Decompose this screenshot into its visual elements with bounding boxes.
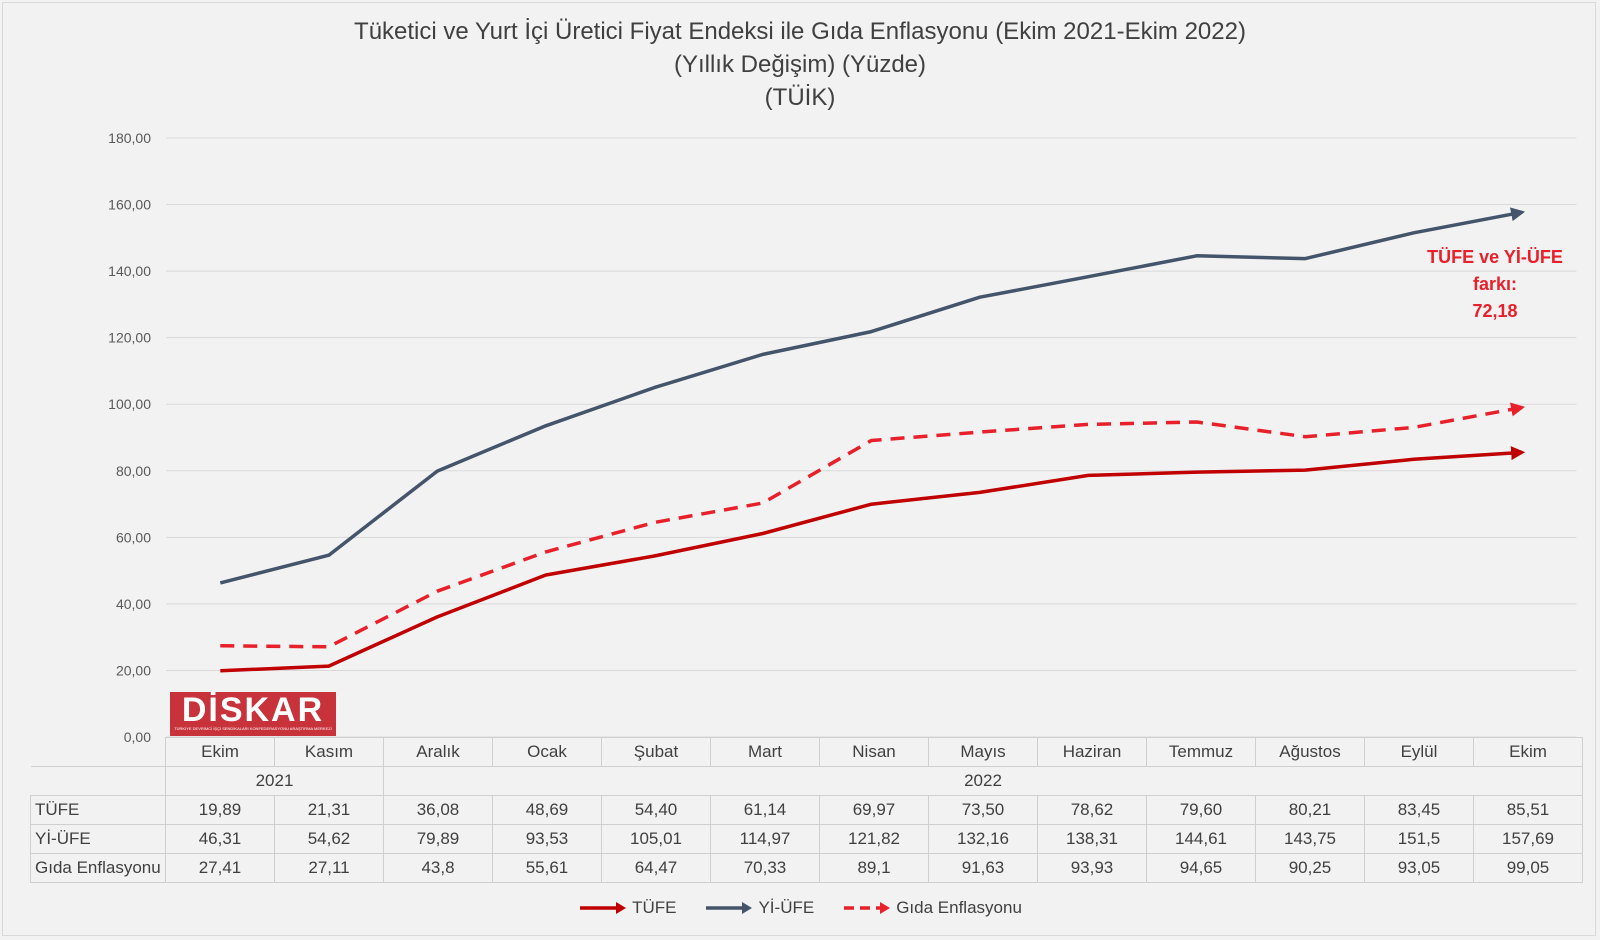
data-label: 70,33 xyxy=(710,853,820,883)
data-label: 91,63 xyxy=(928,853,1038,883)
data-label: 21,31 xyxy=(274,795,384,825)
data-label: 121,82 xyxy=(819,824,929,854)
legend-item: TÜFE xyxy=(578,898,676,918)
data-label: 144,61 xyxy=(1146,824,1256,854)
y-tick-label: 60,00 xyxy=(116,529,151,545)
month-label: Ekim xyxy=(1473,737,1583,767)
table-month-row: Ekim Kasım Aralık Ocak Şubat Mart Nisan Mayıs Ha… xyxy=(30,737,1583,767)
y-tick-label: 160,00 xyxy=(108,197,151,213)
month-label: Ağustos xyxy=(1255,737,1365,767)
difference-annotation: TÜFE ve Yİ-ÜFE farkı: 72,18 xyxy=(1400,244,1590,325)
table-year-row: 2021 2022 xyxy=(30,766,1583,796)
series-label: Gıda Enflasyonu xyxy=(30,853,166,883)
data-label: 143,75 xyxy=(1255,824,1365,854)
annotation-line-3: 72,18 xyxy=(1472,301,1518,321)
legend-item: Yİ-ÜFE xyxy=(704,898,814,918)
chart-subtitle-2: (TÜİK) xyxy=(764,84,836,111)
data-label: 73,50 xyxy=(928,795,1038,825)
logo-subtext: TÜRKİYE DEVRİMCİ İŞÇİ SENDİKALARI KONFED… xyxy=(174,726,332,731)
month-label: Şubat xyxy=(601,737,711,767)
series-line-0 xyxy=(220,446,1526,673)
y-tick-label: 20,00 xyxy=(116,662,151,678)
data-label: 89,1 xyxy=(819,853,929,883)
legend-label: TÜFE xyxy=(632,898,677,917)
data-label: 79,60 xyxy=(1146,795,1256,825)
series-label: TÜFE xyxy=(30,795,166,825)
data-label: 61,14 xyxy=(710,795,820,825)
data-label: 54,40 xyxy=(601,795,711,825)
legend: TÜFE Yİ-ÜFE Gıda Enflasyonu xyxy=(0,898,1600,920)
y-tick-label: 180,00 xyxy=(108,130,151,146)
month-label: Kasım xyxy=(274,737,384,767)
month-label: Aralık xyxy=(383,737,493,767)
data-label: 80,21 xyxy=(1255,795,1365,825)
data-label: 69,97 xyxy=(819,795,929,825)
data-label: 93,05 xyxy=(1364,853,1474,883)
data-label: 78,62 xyxy=(1037,795,1147,825)
logo-text: DİSKAR xyxy=(181,691,325,729)
data-label: 79,89 xyxy=(383,824,493,854)
data-label: 99,05 xyxy=(1473,853,1583,883)
legend-swatch xyxy=(844,902,891,914)
data-label: 90,25 xyxy=(1255,853,1365,883)
table-corner xyxy=(30,766,166,796)
data-label: 83,45 xyxy=(1364,795,1474,825)
data-label: 105,01 xyxy=(601,824,711,854)
data-label: 27,41 xyxy=(165,853,275,883)
data-label: 114,97 xyxy=(710,824,820,854)
legend-swatch xyxy=(706,902,753,914)
table-corner xyxy=(30,737,166,767)
legend-label: Gıda Enflasyonu xyxy=(896,898,1022,917)
data-label: 46,31 xyxy=(165,824,275,854)
data-label: 151,5 xyxy=(1364,824,1474,854)
year-label: 2022 xyxy=(383,766,1583,796)
series-line-1 xyxy=(219,207,1526,585)
data-label: 93,93 xyxy=(1037,853,1147,883)
table-row: TÜFE 19,89 21,31 36,08 48,69 54,40 61,14 69,97 7… xyxy=(30,795,1583,825)
y-tick-label: 40,00 xyxy=(116,596,151,612)
data-label: 55,61 xyxy=(492,853,602,883)
month-label: Mart xyxy=(710,737,820,767)
month-label: Temmuz xyxy=(1146,737,1256,767)
data-label: 94,65 xyxy=(1146,853,1256,883)
legend-item: Gıda Enflasyonu xyxy=(842,898,1022,918)
data-label: 132,16 xyxy=(928,824,1038,854)
month-label: Mayıs xyxy=(928,737,1038,767)
data-label: 27,11 xyxy=(274,853,384,883)
chart-title: Tüketici ve Yurt İçi Üretici Fiyat Endek… xyxy=(354,18,1246,45)
month-label: Ekim xyxy=(165,737,275,767)
year-label: 2021 xyxy=(165,766,384,796)
diskar-logo: DİSKAR TÜRKİYE DEVRİMCİ İŞÇİ SENDİKALARI… xyxy=(170,692,336,736)
month-label: Ocak xyxy=(492,737,602,767)
legend-label: Yİ-ÜFE xyxy=(758,898,815,917)
data-label: 157,69 xyxy=(1473,824,1583,854)
data-label: 36,08 xyxy=(383,795,493,825)
data-label: 19,89 xyxy=(165,795,275,825)
month-label: Nisan xyxy=(819,737,929,767)
y-tick-label: 100,00 xyxy=(108,396,151,412)
y-tick-label: 120,00 xyxy=(108,330,151,346)
data-label: 93,53 xyxy=(492,824,602,854)
data-label: 85,51 xyxy=(1473,795,1583,825)
annotation-line-1: TÜFE ve Yİ-ÜFE xyxy=(1427,247,1563,267)
y-tick-label: 80,00 xyxy=(116,463,151,479)
data-label: 48,69 xyxy=(492,795,602,825)
table-row: Gıda Enflasyonu 27,41 27,11 43,8 55,61 64,47 7… xyxy=(30,853,1583,883)
y-tick-label: 140,00 xyxy=(108,263,151,279)
legend-swatch xyxy=(580,902,627,914)
data-label: 64,47 xyxy=(601,853,711,883)
data-label: 43,8 xyxy=(383,853,493,883)
month-label: Haziran xyxy=(1037,737,1147,767)
series-label: Yİ-ÜFE xyxy=(30,824,166,854)
data-table: Ekim Kasım Aralık Ocak Şubat Mart Nisan Mayıs Ha… xyxy=(30,737,1583,883)
data-label: 138,31 xyxy=(1037,824,1147,854)
table-row: Yİ-ÜFE 46,31 54,62 79,89 93,53 105,01 114,97 12… xyxy=(30,824,1583,854)
chart-subtitle-1: (Yıllık Değişim) (Yüzde) xyxy=(673,51,927,78)
annotation-line-2: farkı: xyxy=(1472,274,1517,294)
month-label: Eylül xyxy=(1364,737,1474,767)
series-line-2 xyxy=(220,402,1526,649)
data-label: 54,62 xyxy=(274,824,384,854)
